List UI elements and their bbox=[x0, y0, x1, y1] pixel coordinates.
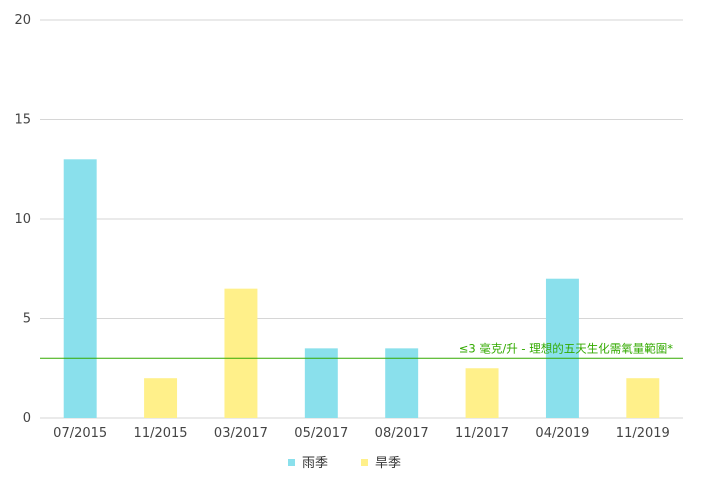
legend[interactable]: 雨季 旱季 bbox=[288, 456, 401, 471]
legend-label[interactable]: 旱季 bbox=[375, 456, 401, 471]
reference-line-label: ≤3 毫克/升 - 理想的五天生化需氧量範圍* bbox=[459, 341, 673, 355]
bar-11-2019[interactable] bbox=[626, 378, 660, 418]
bar-03-2017[interactable] bbox=[224, 288, 258, 418]
x-tick-label: 03/2017 bbox=[214, 426, 268, 441]
y-tick-label: 10 bbox=[14, 212, 31, 227]
x-tick-label: 11/2019 bbox=[616, 426, 670, 441]
bar-07-2015[interactable] bbox=[63, 159, 97, 419]
y-axis-ticks: 0 5 10 15 20 bbox=[14, 13, 31, 426]
legend-swatch bbox=[361, 459, 368, 466]
x-tick-label: 08/2017 bbox=[375, 426, 429, 441]
reference-line-group: ≤3 毫克/升 - 理想的五天生化需氧量範圍* bbox=[40, 341, 683, 359]
x-tick-label: 11/2017 bbox=[455, 426, 509, 441]
x-tick-label: 05/2017 bbox=[294, 426, 348, 441]
bars bbox=[63, 159, 660, 419]
bar-11-2015[interactable] bbox=[144, 378, 178, 418]
bar-04-2019[interactable] bbox=[545, 278, 579, 418]
y-tick-label: 20 bbox=[14, 13, 31, 28]
legend-swatch bbox=[288, 459, 295, 466]
x-tick-label: 04/2019 bbox=[535, 426, 589, 441]
y-tick-label: 0 bbox=[23, 411, 31, 426]
bar-11-2017[interactable] bbox=[465, 368, 499, 418]
bar-08-2017[interactable] bbox=[385, 348, 419, 418]
legend-label[interactable]: 雨季 bbox=[302, 456, 328, 471]
x-tick-label: 07/2015 bbox=[53, 426, 107, 441]
bar-05-2017[interactable] bbox=[304, 348, 338, 418]
x-axis-ticks: 07/2015 11/2015 03/2017 05/2017 08/2017 11/20… bbox=[53, 426, 670, 441]
x-tick-label: 11/2015 bbox=[134, 426, 188, 441]
y-tick-label: 15 bbox=[14, 113, 31, 128]
y-tick-label: 5 bbox=[23, 312, 31, 327]
